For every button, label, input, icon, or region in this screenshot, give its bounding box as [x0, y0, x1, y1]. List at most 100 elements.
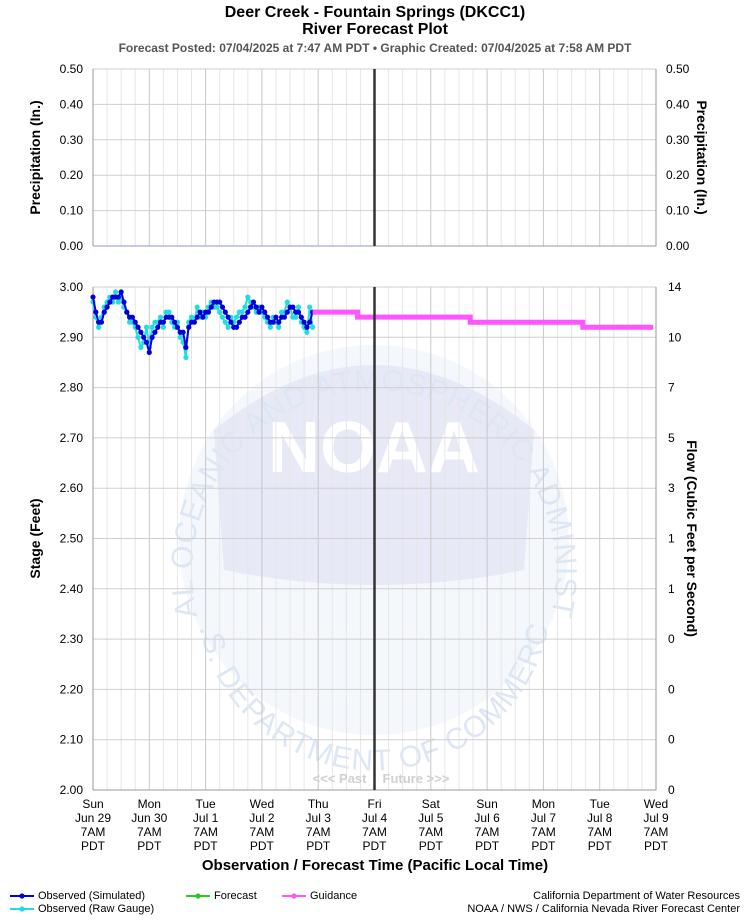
data-point: [124, 309, 130, 315]
flow-ylabel: Flow (Cubic Feet per Second): [684, 440, 700, 637]
forecast-posted-text: Forecast Posted: 07/04/2025 at 7:47 AM P…: [118, 41, 632, 55]
data-point: [228, 319, 234, 325]
data-point: [98, 319, 105, 325]
data-point: [284, 309, 290, 315]
data-point: [290, 304, 296, 310]
stage-ytick-left: 2.00: [60, 783, 84, 797]
data-point: [96, 324, 102, 330]
data-point: [169, 314, 175, 320]
data-point: [239, 309, 245, 315]
flow-ytick-right: 1: [668, 532, 675, 546]
data-point: [115, 299, 121, 305]
data-point: [222, 309, 228, 315]
stage-ytick-left: 2.90: [60, 330, 84, 344]
river-forecast-chart: NOAANATIONAL OCEANIC AND ATMOSPHERIC ADM…: [0, 0, 710, 874]
data-point: [225, 324, 231, 330]
data-point: [118, 289, 124, 295]
precip-ytick-left: 0.20: [60, 168, 84, 182]
x-tick-label: Jul 8: [587, 811, 613, 825]
data-point: [205, 309, 212, 315]
data-point: [276, 319, 282, 325]
x-tick-label: Jul 1: [193, 811, 219, 825]
data-point: [242, 304, 248, 310]
x-tick-label: Wed: [644, 797, 668, 811]
data-point: [121, 299, 127, 305]
data-point: [245, 309, 251, 315]
x-tick-label: PDT: [475, 839, 500, 853]
data-point: [152, 329, 158, 335]
data-point: [219, 304, 226, 310]
data-point: [309, 324, 316, 330]
x-tick-label: 7AM: [137, 825, 162, 839]
data-point: [174, 324, 181, 330]
data-point: [245, 294, 251, 300]
data-point: [293, 314, 299, 320]
data-point: [160, 324, 166, 330]
data-point: [194, 314, 200, 320]
x-tick-label: 7AM: [81, 825, 106, 839]
x-tick-label: Tue: [195, 797, 216, 811]
data-point: [253, 304, 259, 310]
chart-title: Deer Creek - Fountain Springs (DKCC1): [224, 4, 526, 21]
x-tick-label: 7AM: [587, 825, 612, 839]
data-point: [276, 324, 282, 330]
data-point: [304, 329, 310, 335]
flow-ytick-right: 0: [668, 632, 675, 646]
x-tick-label: Jul 5: [418, 811, 444, 825]
data-point: [143, 324, 150, 330]
precip-ytick-right: 0.20: [666, 168, 690, 182]
noaa-watermark: NOAANATIONAL OCEANIC AND ATMOSPHERIC ADM…: [0, 0, 581, 778]
data-point: [191, 319, 197, 325]
data-point: [295, 309, 302, 315]
x-tick-label: 7AM: [362, 825, 387, 839]
data-point: [295, 304, 302, 310]
data-point: [107, 299, 113, 305]
data-point: [149, 324, 155, 330]
x-tick-label: PDT: [137, 839, 162, 853]
precip-ytick-left: 0.50: [60, 62, 84, 76]
legend-item: Guidance: [282, 890, 357, 902]
series-guidance-line: [312, 309, 654, 330]
data-point: [219, 314, 226, 320]
data-point: [194, 304, 200, 310]
data-point: [307, 304, 313, 310]
flow-ytick-right: 7: [668, 381, 675, 395]
x-tick-label: Wed: [250, 797, 274, 811]
x-tick-label: Tue: [590, 797, 611, 811]
flow-ytick-right: 5: [668, 431, 675, 445]
precip-ytick-left: 0.10: [60, 204, 84, 218]
x-tick-label: Jun 30: [131, 811, 167, 825]
data-point: [273, 314, 279, 320]
data-point: [90, 294, 96, 300]
data-point: [180, 329, 186, 335]
x-tick-label: Fri: [368, 797, 382, 811]
data-point: [93, 309, 99, 315]
data-point: [242, 314, 248, 320]
stage-ytick-left: 3.00: [60, 280, 84, 294]
x-tick-label: Jul 4: [362, 811, 388, 825]
data-point: [208, 304, 214, 310]
x-tick-label: 7AM: [250, 825, 275, 839]
x-tick-label: PDT: [531, 839, 556, 853]
legend-label: Observed (Simulated): [38, 890, 145, 902]
precip-ytick-right: 0.40: [666, 97, 690, 111]
x-tick-label: Jul 6: [474, 811, 500, 825]
data-point: [101, 309, 107, 315]
flow-ytick-right: 1: [668, 582, 675, 596]
x-tick-label: PDT: [81, 839, 106, 853]
data-point: [233, 314, 240, 320]
data-point: [214, 304, 220, 310]
data-point: [115, 294, 121, 300]
stage-ytick-left: 2.10: [60, 733, 84, 747]
data-point: [143, 339, 150, 345]
x-tick-label: Jul 2: [249, 811, 275, 825]
data-point: [186, 324, 192, 330]
data-point: [172, 319, 178, 325]
series-observed-simulated: [90, 289, 316, 355]
data-point: [183, 344, 189, 350]
stage-ytick-left: 2.80: [60, 381, 84, 395]
x-tick-label: PDT: [419, 839, 444, 853]
data-point: [132, 319, 138, 325]
precip-ylabel-left: Precipitation (In.): [27, 100, 43, 214]
legend-swatch: [10, 893, 34, 899]
